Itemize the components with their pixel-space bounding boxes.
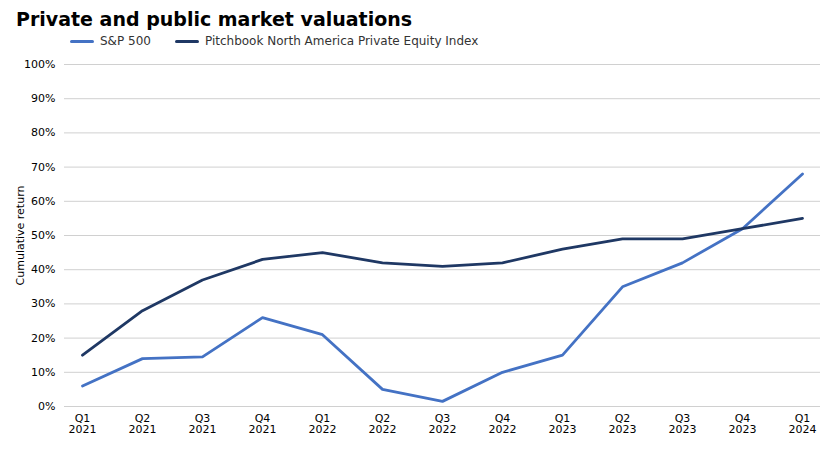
svg-text:Q12021: Q12021 [69, 412, 97, 436]
svg-text:Q12024: Q12024 [789, 412, 817, 436]
svg-text:Q22023: Q22023 [609, 412, 637, 436]
svg-text:80%: 80% [31, 126, 55, 139]
svg-text:50%: 50% [31, 229, 55, 242]
svg-text:100%: 100% [24, 58, 55, 71]
svg-text:Q32021: Q32021 [189, 412, 217, 436]
svg-text:90%: 90% [31, 92, 55, 105]
svg-text:70%: 70% [31, 161, 55, 174]
svg-text:40%: 40% [31, 263, 55, 276]
svg-text:Q42022: Q42022 [489, 412, 517, 436]
svg-text:10%: 10% [31, 366, 55, 379]
svg-text:20%: 20% [31, 332, 55, 345]
svg-text:0%: 0% [38, 400, 55, 413]
svg-text:Q32023: Q32023 [669, 412, 697, 436]
svg-text:Q22022: Q22022 [369, 412, 397, 436]
svg-text:Q12023: Q12023 [549, 412, 577, 436]
svg-text:60%: 60% [31, 195, 55, 208]
svg-text:Q12022: Q12022 [309, 412, 337, 436]
svg-text:Q42021: Q42021 [249, 412, 277, 436]
svg-text:Q32022: Q32022 [429, 412, 457, 436]
html-text:S&P 500: S&P 500 [100, 34, 151, 48]
svg-text:Q22021: Q22021 [129, 412, 157, 436]
svg-text:Cumulative return: Cumulative return [14, 186, 27, 286]
svg-text:Q42023: Q42023 [729, 412, 757, 436]
svg-text:30%: 30% [31, 297, 55, 310]
html-text:Pitchbook North America Privat: Pitchbook North America Private Equity I… [204, 34, 479, 48]
html-text:Private and public market valu: Private and public market valuations [16, 8, 412, 30]
